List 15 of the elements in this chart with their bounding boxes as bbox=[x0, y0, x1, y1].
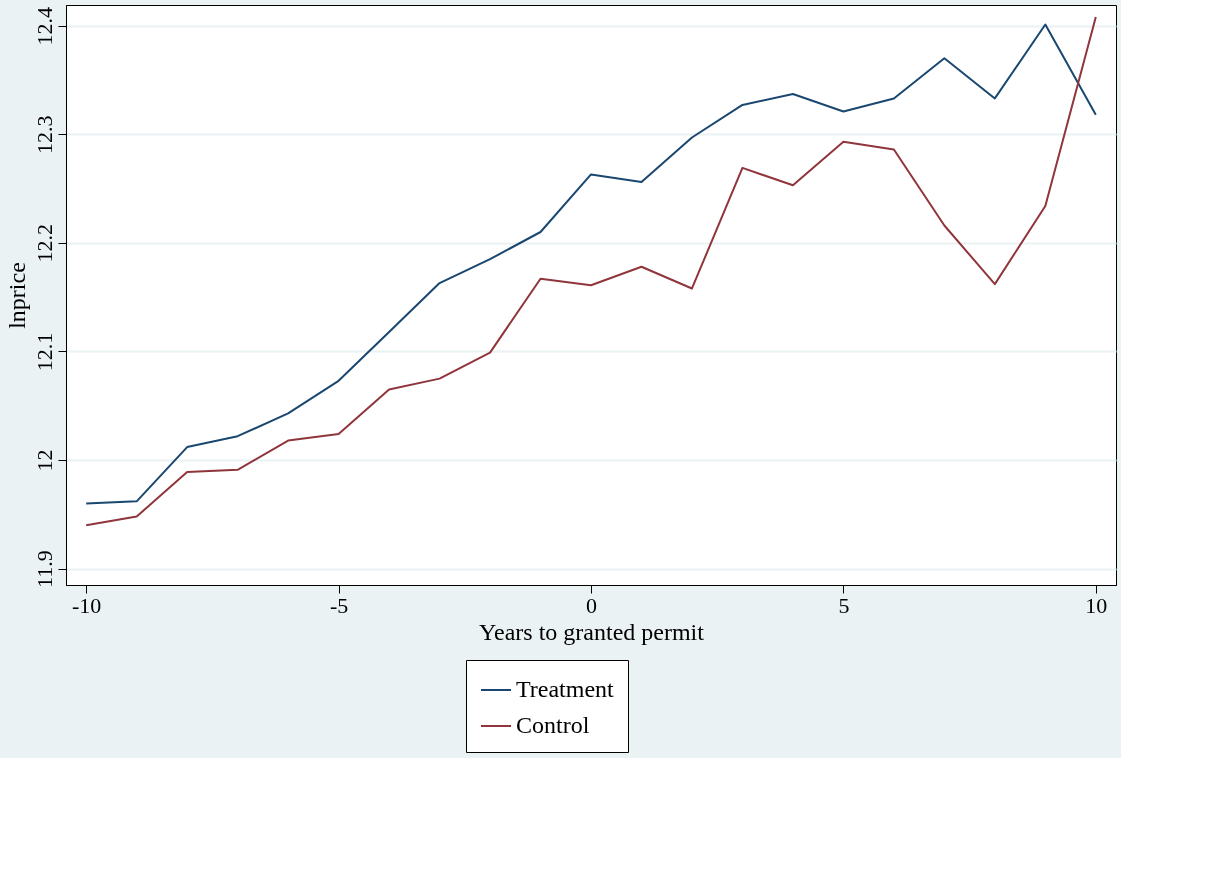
y-tick-label: 12.2 bbox=[31, 224, 57, 263]
y-axis-title: lnprice bbox=[3, 262, 30, 329]
y-tick-label: 12.4 bbox=[31, 6, 57, 46]
y-tick-label: 12.1 bbox=[31, 332, 57, 372]
y-tick-label: 12.3 bbox=[31, 115, 57, 154]
x-tick-label: 0 bbox=[586, 592, 597, 618]
x-tick-label: -10 bbox=[72, 592, 102, 618]
legend-label: Treatment bbox=[516, 676, 615, 702]
legend-label: Control bbox=[516, 712, 590, 738]
y-tick-label: 11.9 bbox=[31, 550, 57, 589]
y-tick-label: 12 bbox=[31, 449, 57, 472]
x-tick-label: -5 bbox=[329, 592, 349, 618]
x-axis-title: Years to granted permit bbox=[479, 618, 705, 645]
x-tick-label: 10 bbox=[1085, 592, 1108, 618]
x-tick-label: 5 bbox=[838, 592, 850, 618]
